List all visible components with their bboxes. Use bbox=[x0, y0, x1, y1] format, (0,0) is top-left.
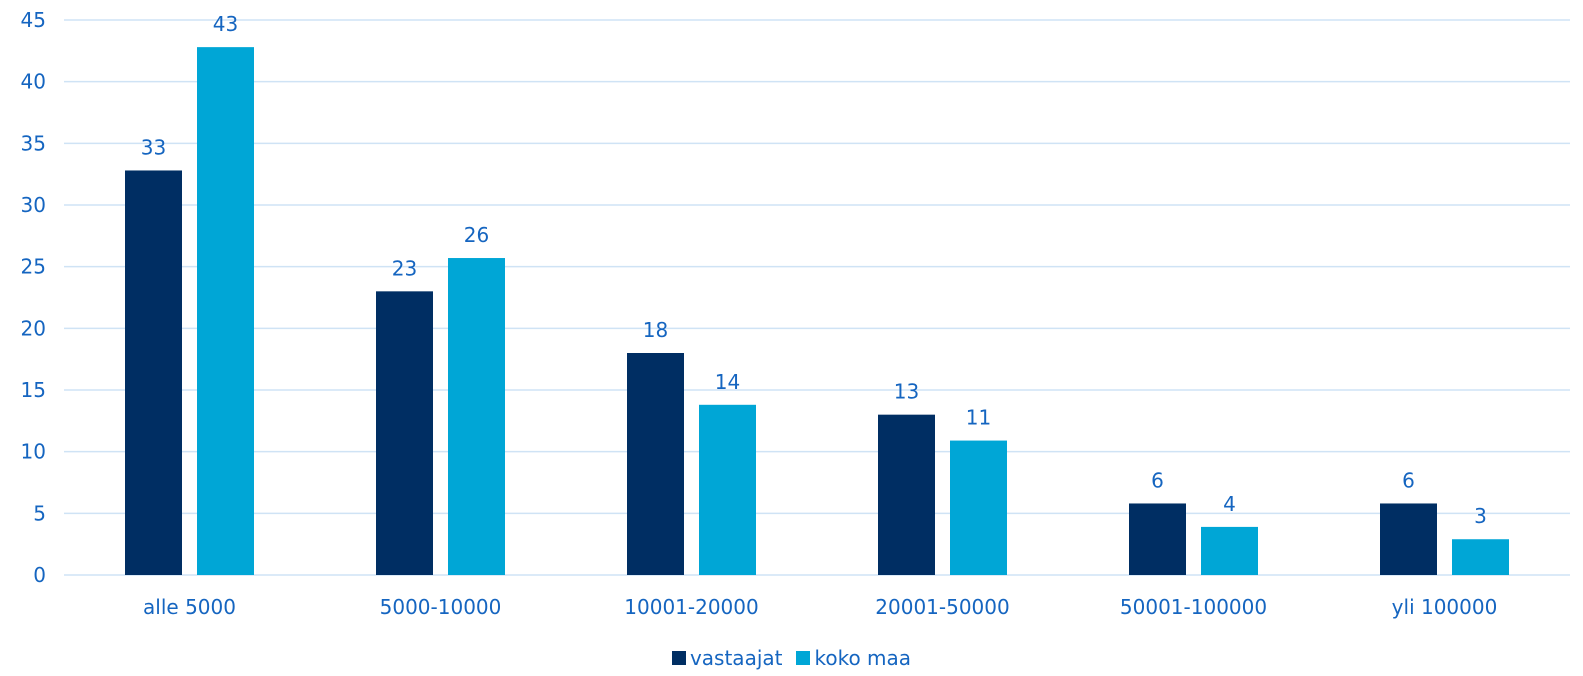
x-tick-label: yli 100000 bbox=[1392, 595, 1498, 619]
data-label: 43 bbox=[213, 12, 238, 36]
legend-item-koko-maa: koko maa bbox=[796, 646, 911, 670]
legend-label-koko-maa: koko maa bbox=[814, 646, 912, 670]
y-axis-tick-labels: 0 5 10 15 20 25 30 35 40 45 bbox=[21, 8, 46, 587]
bar-vastaajat-5 bbox=[1380, 503, 1437, 575]
x-tick-label: 5000-10000 bbox=[380, 595, 502, 619]
x-tick-label: 50001-100000 bbox=[1120, 595, 1267, 619]
data-label: 6 bbox=[1402, 468, 1415, 492]
bar-vastaajat-4 bbox=[1129, 503, 1186, 575]
bar-vastaajat-3 bbox=[878, 414, 935, 575]
x-tick-label: alle 5000 bbox=[143, 595, 236, 619]
legend-label-vastaajat: vastaajat bbox=[689, 646, 783, 670]
bar-vastaajat-1 bbox=[376, 291, 433, 575]
x-tick-label: 20001-50000 bbox=[875, 595, 1009, 619]
bar-koko-maa-2 bbox=[699, 404, 756, 575]
data-label: 23 bbox=[392, 256, 417, 280]
bar-koko-maa-0 bbox=[197, 47, 254, 575]
bar-vastaajat-2 bbox=[627, 353, 684, 575]
y-tick-label: 5 bbox=[33, 501, 46, 525]
x-tick-label: 10001-20000 bbox=[624, 595, 758, 619]
data-label: 33 bbox=[141, 135, 166, 159]
bars bbox=[125, 47, 1509, 575]
bar-vastaajat-0 bbox=[125, 170, 182, 575]
y-tick-label: 45 bbox=[21, 8, 46, 32]
data-labels: 33 43 23 26 18 14 13 11 6 4 6 3 bbox=[141, 12, 1487, 528]
data-label: 6 bbox=[1151, 468, 1164, 492]
data-label: 4 bbox=[1223, 492, 1236, 516]
y-tick-label: 20 bbox=[21, 316, 46, 340]
y-tick-label: 15 bbox=[21, 378, 46, 402]
legend-item-vastaajat: vastaajat bbox=[671, 646, 783, 670]
bar-koko-maa-3 bbox=[950, 440, 1007, 575]
data-label: 13 bbox=[894, 380, 919, 404]
data-label: 3 bbox=[1474, 504, 1487, 528]
legend-swatch-vastaajat bbox=[671, 651, 686, 665]
bar-koko-maa-5 bbox=[1452, 539, 1509, 575]
legend-swatch-koko-maa bbox=[796, 651, 811, 665]
data-label: 18 bbox=[643, 318, 668, 342]
y-tick-label: 10 bbox=[21, 440, 46, 464]
data-label: 14 bbox=[715, 370, 740, 394]
data-label: 11 bbox=[966, 406, 991, 430]
data-label: 26 bbox=[464, 223, 489, 247]
y-tick-label: 40 bbox=[21, 70, 46, 94]
y-tick-label: 30 bbox=[21, 193, 46, 217]
x-axis-tick-labels: alle 5000 5000-10000 10001-20000 20001-5000… bbox=[143, 595, 1497, 619]
y-tick-label: 0 bbox=[33, 563, 46, 587]
y-tick-label: 35 bbox=[21, 131, 46, 155]
legend: vastaajat koko maa bbox=[0, 646, 1583, 670]
y-tick-label: 25 bbox=[21, 255, 46, 279]
bar-koko-maa-4 bbox=[1201, 526, 1258, 575]
bar-koko-maa-1 bbox=[448, 258, 505, 575]
gridlines bbox=[64, 19, 1570, 576]
